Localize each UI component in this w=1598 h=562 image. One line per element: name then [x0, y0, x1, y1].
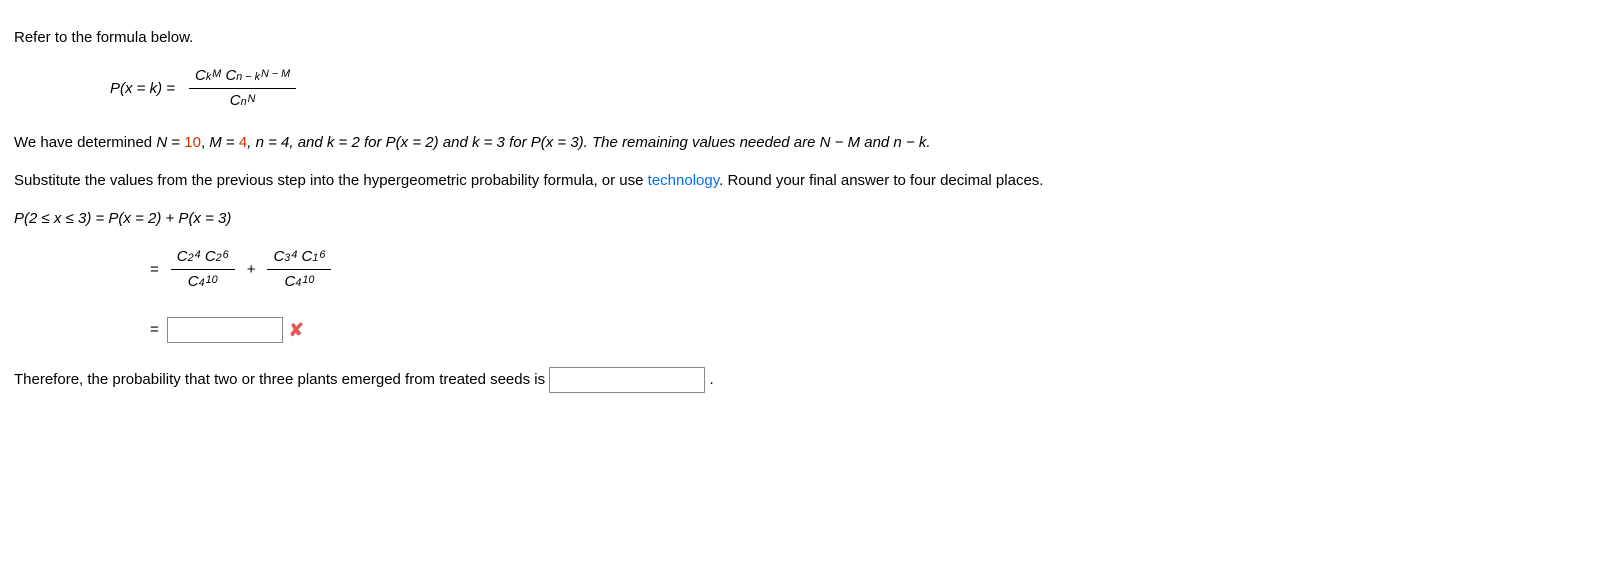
- formula-numerator: C k M C n − k N − M: [189, 64, 296, 89]
- sub-line-1: = C 2 4 C 2 6 C: [142, 245, 1584, 294]
- term1-fraction: C 2 4 C 2 6 C 4 10: [171, 245, 235, 294]
- equals-sign: =: [150, 258, 159, 282]
- comb-base: C: [273, 245, 284, 269]
- step1-equation: P(2 ≤ x ≤ 3) = P(x = 2) + P(x = 3): [14, 207, 1584, 231]
- var-N: N: [156, 134, 167, 151]
- comb-sup: 10: [302, 270, 314, 289]
- comb-sup: N − M: [261, 64, 290, 83]
- comb-base: C: [302, 245, 313, 269]
- comb-sub: 3: [284, 250, 290, 269]
- comb-base: C: [284, 270, 295, 294]
- term1-comb-a: C 2 4: [177, 245, 201, 269]
- conclusion-line: Therefore, the probability that two or t…: [14, 367, 1584, 393]
- term2-fraction: C 3 4 C 1 6 C 4 10: [267, 245, 331, 294]
- formula-denominator: C n N: [224, 89, 262, 113]
- comb-CkM: C k M: [195, 64, 221, 88]
- params-a: We have determined: [14, 134, 156, 151]
- term2-den: C 4 10: [278, 270, 320, 294]
- comb-sub: 4: [199, 275, 205, 294]
- eq1: =: [167, 134, 184, 151]
- var-M: M: [209, 134, 222, 151]
- term2-comb-d: C 4 10: [284, 270, 314, 294]
- term1-den: C 4 10: [182, 270, 224, 294]
- comb-sup: 4: [195, 245, 201, 264]
- page-root: Refer to the formula below. P(x = k) = C…: [0, 0, 1598, 429]
- answer-line: = ✘: [142, 316, 1584, 345]
- comb-sub: 1: [312, 250, 318, 269]
- comb-sup: 10: [206, 270, 218, 289]
- params-line: We have determined N = 10, M = 4, n = 4,…: [14, 131, 1584, 155]
- hypergeom-formula: P(x = k) = C k M C n − k N − M C n N: [110, 64, 1584, 113]
- formula-fraction: C k M C n − k N − M C n N: [189, 64, 296, 113]
- eq2: =: [222, 134, 239, 151]
- comb-base: C: [188, 270, 199, 294]
- plus-sign: +: [247, 258, 256, 282]
- final-answer-input[interactable]: [549, 367, 705, 393]
- comb-sub: 4: [295, 275, 301, 294]
- comb-base: C: [205, 245, 216, 269]
- instr-b: . Round your final answer to four decima…: [719, 172, 1043, 189]
- comb-sup: M: [212, 64, 221, 83]
- formula-lhs: P(x = k) =: [110, 77, 175, 101]
- term2-comb-a: C 3 4: [273, 245, 297, 269]
- term2-num: C 3 4 C 1 6: [267, 245, 331, 270]
- comb-CnN: C n N: [230, 89, 256, 113]
- comb-sup: 6: [319, 245, 325, 264]
- comb-sup: N: [248, 89, 256, 108]
- val-M: 4: [239, 134, 247, 151]
- comb-sub: 2: [216, 250, 222, 269]
- val-N: 10: [184, 134, 201, 151]
- conclusion-text-a: Therefore, the probability that two or t…: [14, 371, 549, 388]
- intro-text: Refer to the formula below.: [14, 26, 1584, 50]
- term1-comb-d: C 4 10: [188, 270, 218, 294]
- comb-base: C: [195, 64, 206, 88]
- conclusion-text-b: .: [709, 371, 713, 388]
- comb-sub: 2: [188, 250, 194, 269]
- substitution-block: = C 2 4 C 2 6 C: [142, 245, 1584, 345]
- comb-base: C: [177, 245, 188, 269]
- term2-comb-b: C 1 6: [302, 245, 326, 269]
- instr-a: Substitute the values from the previous …: [14, 172, 648, 189]
- equals-sign: =: [150, 318, 159, 342]
- technology-link[interactable]: technology: [648, 172, 719, 189]
- comb-sub: n − k: [236, 69, 260, 88]
- wrong-icon: ✘: [289, 316, 304, 345]
- comb-sub: k: [206, 69, 211, 88]
- term1-comb-b: C 2 6: [205, 245, 229, 269]
- instruction-line: Substitute the values from the previous …: [14, 169, 1584, 193]
- comb-base: C: [225, 64, 236, 88]
- params-rest: , n = 4, and k = 2 for P(x = 2) and k = …: [247, 134, 930, 151]
- comb-sub: n: [241, 94, 247, 113]
- comb-base: C: [230, 89, 241, 113]
- comb-Cnk-NM: C n − k N − M: [225, 64, 290, 88]
- comb-sup: 4: [291, 245, 297, 264]
- term1-num: C 2 4 C 2 6: [171, 245, 235, 270]
- numeric-answer-input[interactable]: [167, 317, 283, 343]
- comb-sup: 6: [223, 245, 229, 264]
